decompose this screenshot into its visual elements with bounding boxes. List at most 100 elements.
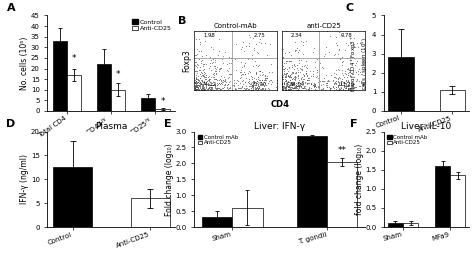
Point (199, 86, 206, 91)
Point (206, 87, 213, 91)
Point (283, 71, 291, 75)
Point (316, 86, 323, 90)
Point (197, 88, 205, 92)
Point (252, 71, 260, 75)
Point (215, 81, 222, 85)
Point (309, 74, 317, 78)
Point (282, 86, 289, 91)
Point (282, 85, 289, 89)
Point (253, 79, 261, 84)
Point (300, 86, 307, 91)
Point (253, 85, 261, 89)
Point (208, 81, 216, 85)
Bar (131, 198, 170, 227)
Point (284, 73, 292, 77)
Point (310, 81, 318, 85)
Point (192, 73, 200, 77)
Point (283, 83, 291, 87)
Point (295, 81, 302, 85)
Point (192, 76, 200, 80)
Point (200, 80, 208, 84)
Point (282, 79, 289, 83)
Point (307, 88, 314, 92)
Point (263, 76, 271, 80)
Point (303, 82, 310, 86)
Point (213, 81, 220, 85)
Point (192, 85, 200, 89)
Point (250, 76, 257, 80)
Point (199, 29, 207, 33)
Point (285, 74, 293, 78)
Point (290, 85, 298, 89)
Point (255, 87, 262, 92)
Point (240, 40, 247, 44)
Point (278, 84, 286, 88)
Point (273, 87, 281, 92)
Point (293, 46, 301, 51)
Point (340, 75, 347, 79)
Point (218, 74, 225, 78)
Point (323, 85, 331, 89)
Point (361, 68, 369, 72)
Point (209, 86, 216, 90)
Point (287, 78, 294, 82)
Point (261, 87, 269, 91)
Point (202, 73, 210, 77)
Point (238, 45, 246, 49)
Point (198, 73, 205, 77)
Point (237, 86, 245, 90)
Legend: Control, Anti-CD25: Control, Anti-CD25 (132, 19, 172, 31)
Point (279, 75, 286, 79)
Point (340, 83, 348, 87)
Point (287, 59, 295, 63)
Point (283, 75, 290, 79)
Point (332, 85, 340, 90)
Point (245, 57, 252, 61)
Point (283, 82, 291, 86)
Point (334, 88, 341, 92)
Title: anti-CD25: anti-CD25 (306, 23, 341, 29)
Point (194, 85, 201, 89)
Point (193, 81, 201, 85)
Text: 1.98: 1.98 (203, 33, 215, 38)
Point (245, 69, 253, 73)
Point (294, 87, 302, 91)
Point (199, 79, 206, 83)
Point (261, 76, 268, 80)
Point (250, 48, 257, 52)
Point (265, 79, 273, 83)
Point (202, 85, 210, 89)
Point (225, 88, 232, 92)
Point (218, 81, 225, 85)
Point (246, 81, 253, 85)
Point (344, 84, 352, 88)
Point (198, 88, 206, 92)
Point (249, 79, 257, 83)
Point (341, 87, 349, 92)
Point (250, 81, 258, 85)
Point (344, 88, 352, 92)
Point (200, 88, 208, 92)
Point (286, 75, 293, 79)
Point (337, 79, 345, 83)
Point (349, 77, 356, 81)
Point (248, 57, 256, 61)
Point (279, 47, 287, 51)
Point (349, 80, 356, 85)
Point (201, 67, 208, 71)
Point (319, 66, 327, 70)
Point (287, 80, 295, 84)
Point (297, 84, 305, 88)
Point (195, 84, 202, 88)
Point (198, 84, 206, 88)
Point (348, 72, 356, 76)
Point (282, 81, 290, 85)
Point (195, 86, 202, 90)
Point (341, 88, 349, 92)
Point (309, 83, 317, 87)
Point (206, 79, 213, 83)
Point (329, 78, 337, 82)
Point (282, 86, 289, 91)
Point (332, 76, 340, 80)
Point (252, 77, 260, 81)
